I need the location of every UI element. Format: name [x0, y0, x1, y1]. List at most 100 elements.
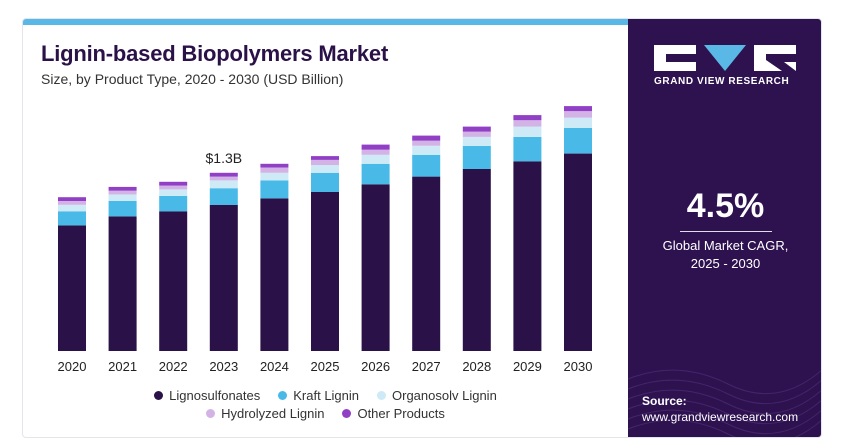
wave-pattern-icon [628, 369, 821, 437]
bar-segment-other-products-2026 [361, 144, 390, 150]
x-tick-label-2027: 2027 [412, 359, 441, 374]
bar-segment-other-products-2022 [159, 181, 188, 186]
bar-segment-kraft-lignin-2022 [159, 195, 188, 212]
bar-segment-kraft-lignin-2023 [209, 188, 238, 205]
bar-segment-organosolv-lignin-2020 [58, 204, 86, 212]
legend-label: Kraft Lignin [293, 388, 360, 403]
x-tick-label-2023: 2023 [209, 359, 238, 374]
legend-item-other-products: Other Products [342, 406, 445, 421]
legend-swatch [342, 409, 352, 418]
legend-swatch [377, 391, 387, 400]
legend-item-organosolv-lignin: Organosolv Lignin [377, 388, 497, 403]
bar-segment-lignosulfonates-2029 [513, 161, 542, 351]
bar-segment-kraft-lignin-2030 [564, 127, 592, 154]
bar-segment-kraft-lignin-2024 [260, 180, 289, 199]
bar-segment-kraft-lignin-2020 [58, 211, 86, 226]
bar-chart: 2020 2021 2022 2023 $1.3B 2024 2025 2026 2027 202… [58, 106, 593, 374]
source-url[interactable]: www.grandviewresearch.com [642, 410, 799, 424]
sidebar-panel: GRAND VIEW RESEARCH 4.5% Global Market C… [628, 19, 821, 437]
x-tick-label-2025: 2025 [311, 359, 340, 374]
bar-segment-organosolv-lignin-2024 [260, 172, 289, 181]
x-tick-label-2024: 2024 [260, 359, 289, 374]
bar-segment-lignosulfonates-2023 [209, 204, 238, 351]
bar-segment-kraft-lignin-2026 [361, 163, 390, 185]
bar-segment-other-products-2028 [462, 126, 491, 132]
bar-segment-other-products-2025 [311, 156, 339, 160]
bar-segment-other-products-2020 [58, 197, 86, 201]
legend-row-2: Hydrolyzed Lignin Other Products [23, 406, 628, 421]
bar-segment-other-products-2021 [108, 186, 137, 191]
grand-view-research-logo-icon [654, 45, 796, 71]
source-label: Source: [642, 394, 687, 408]
source-note: Source: www.grandviewresearch.com [642, 393, 798, 425]
x-tick-label-2030: 2030 [564, 359, 593, 374]
bar-segment-other-products-2030 [564, 106, 592, 112]
bar-segment-lignosulfonates-2027 [412, 176, 441, 351]
bar-segment-lignosulfonates-2024 [260, 198, 289, 351]
bar-segment-hydrolyzed-lignin-2023 [209, 176, 238, 181]
cagr-value: 4.5% [686, 187, 765, 225]
bar-segment-lignosulfonates-2030 [564, 153, 592, 351]
legend-swatch [278, 391, 288, 400]
bar-segment-lignosulfonates-2022 [159, 211, 188, 351]
x-tick-label-2022: 2022 [159, 359, 188, 374]
cagr-label-line-1: Global Market CAGR, [662, 238, 789, 253]
bar-segment-hydrolyzed-lignin-2024 [260, 167, 289, 173]
bar-segment-organosolv-lignin-2027 [412, 145, 441, 155]
x-tick-label-2029: 2029 [513, 359, 542, 374]
chart-card: Lignin-based Biopolymers Market Size, by… [22, 18, 822, 438]
x-tick-label-2026: 2026 [361, 359, 390, 374]
bar-segment-kraft-lignin-2021 [108, 201, 137, 217]
legend-label: Other Products [357, 406, 445, 421]
legend-label: Lignosulfonates [169, 388, 261, 403]
bar-segment-hydrolyzed-lignin-2027 [412, 140, 441, 146]
bar-segment-hydrolyzed-lignin-2030 [564, 111, 592, 118]
bar-segment-kraft-lignin-2025 [311, 172, 339, 192]
bar-segment-hydrolyzed-lignin-2022 [159, 185, 188, 190]
legend-swatch [206, 409, 216, 418]
accent-bar [23, 19, 628, 25]
bar-segment-hydrolyzed-lignin-2029 [513, 120, 542, 127]
bar-segment-organosolv-lignin-2030 [564, 117, 592, 128]
x-tick-label-2020: 2020 [58, 359, 87, 374]
bar-segment-hydrolyzed-lignin-2020 [58, 201, 86, 205]
bar-segment-kraft-lignin-2029 [513, 136, 542, 162]
bar-segment-organosolv-lignin-2021 [108, 194, 137, 201]
bar-segment-other-products-2023 [209, 172, 238, 177]
bar-segment-other-products-2029 [513, 115, 542, 121]
bar-segment-kraft-lignin-2028 [462, 145, 491, 169]
x-tick-label-2028: 2028 [462, 359, 491, 374]
bar-segment-organosolv-lignin-2022 [159, 189, 188, 196]
bar-segment-other-products-2027 [412, 135, 441, 141]
bar-segment-hydrolyzed-lignin-2028 [462, 131, 491, 137]
bar-segment-kraft-lignin-2027 [412, 154, 441, 177]
bar-segment-organosolv-lignin-2028 [462, 136, 491, 146]
cagr-label-line-2: 2025 - 2030 [690, 256, 761, 271]
chart-title: Lignin-based Biopolymers Market [41, 41, 389, 66]
bar-segment-other-products-2024 [260, 163, 289, 168]
bar-segment-lignosulfonates-2025 [311, 192, 339, 351]
cagr-label: Global Market CAGR, 2025 - 2030 [628, 237, 821, 273]
bar-segment-lignosulfonates-2026 [361, 184, 390, 351]
legend-item-hydrolyzed-lignin: Hydrolyzed Lignin [206, 406, 324, 421]
legend-row-1: Lignosulfonates Kraft Lignin Organosolv … [23, 388, 628, 403]
bar-segment-organosolv-lignin-2026 [361, 154, 390, 164]
data-label-2023: $1.3B [206, 150, 243, 166]
bar-segment-organosolv-lignin-2025 [311, 165, 339, 173]
bar-segment-lignosulfonates-2028 [462, 168, 491, 351]
x-tick-label-2021: 2021 [108, 359, 137, 374]
bar-segment-lignosulfonates-2021 [108, 216, 137, 351]
bar-segment-hydrolyzed-lignin-2025 [311, 160, 339, 166]
brand-name: GRAND VIEW RESEARCH [654, 76, 790, 87]
bar-segment-organosolv-lignin-2029 [513, 126, 542, 137]
legend-label: Organosolv Lignin [392, 388, 497, 403]
legend-item-lignosulfonates: Lignosulfonates [154, 388, 260, 403]
bar-segment-hydrolyzed-lignin-2021 [108, 190, 137, 195]
chart-subtitle: Size, by Product Type, 2020 - 2030 (USD … [41, 71, 344, 87]
bar-segment-lignosulfonates-2020 [58, 225, 86, 351]
legend-swatch [154, 391, 164, 400]
divider [680, 231, 772, 232]
bar-segment-hydrolyzed-lignin-2026 [361, 149, 390, 155]
legend-item-kraft-lignin: Kraft Lignin [278, 388, 359, 403]
legend-label: Hydrolyzed Lignin [221, 406, 325, 421]
